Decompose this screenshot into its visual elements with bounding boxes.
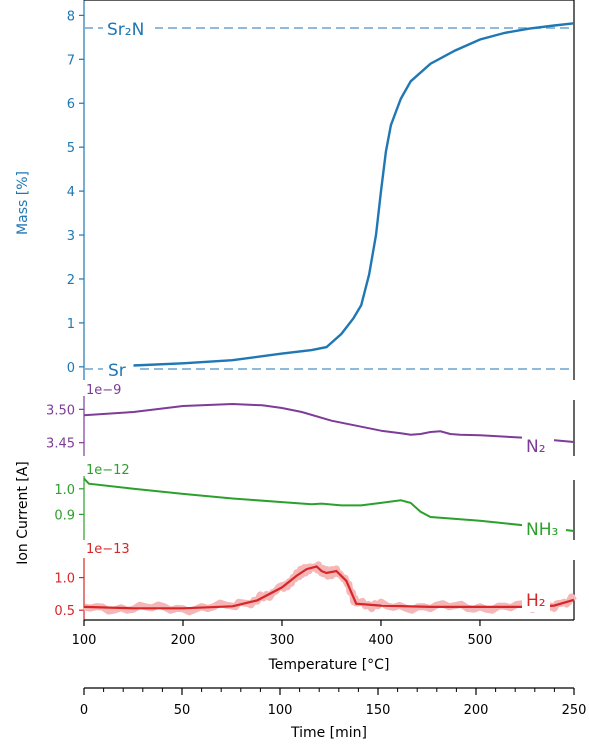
ion-ticks: 3.45 3.50 0.9 1.0 0.5 1.0 [46, 403, 84, 619]
ref-label-sr: Sr [108, 361, 126, 381]
nh3-label-bg [522, 518, 566, 542]
n2-y-tick-label: 3.50 [46, 403, 75, 418]
nh3-y-tick-label: 0.9 [54, 508, 75, 523]
temperature-tick-label: 400 [369, 633, 394, 648]
mass-y-tick-label: 1 [67, 317, 75, 332]
nh3-series-label: NH₃ [526, 520, 558, 540]
time-tick-label: 50 [174, 703, 191, 718]
h2-series-label: H₂ [526, 591, 546, 611]
n2-exponent: 1e−9 [86, 383, 121, 398]
ref-label-sr2n: Sr₂N [107, 20, 144, 40]
ref-label-bg-bottom [103, 358, 135, 382]
time-tick-label: 200 [464, 703, 489, 718]
mass-series-line [133, 22, 575, 367]
time-tick-label: 0 [80, 703, 88, 718]
mass-ticks: 0 1 2 3 4 5 6 7 8 [67, 9, 84, 376]
n2-series-label: N₂ [526, 437, 546, 457]
temperature-ticks: 100 200 300 400 500 [72, 620, 493, 648]
temperature-x-label: Temperature [°C] [268, 657, 390, 673]
mass-y-tick-label: 0 [67, 361, 75, 376]
mass-y-tick-label: 3 [67, 229, 75, 244]
mass-y-tick-label: 8 [67, 9, 75, 24]
h2-y-tick-label: 0.5 [54, 604, 75, 619]
nh3-exponent: 1e−12 [86, 463, 130, 478]
h2-series-line [83, 565, 575, 610]
h2-y-tick-label: 1.0 [54, 572, 75, 587]
nh3-y-tick-label: 1.0 [54, 483, 75, 498]
time-ticks: 0 50 100 150 200 250 [80, 688, 587, 718]
mass-y-tick-label: 5 [67, 141, 75, 156]
ion-y-label: Ion Current [A] [15, 461, 31, 565]
mass-y-tick-label: 2 [67, 273, 75, 288]
time-tick-label: 250 [562, 703, 587, 718]
ref-label-bg-top [103, 16, 155, 40]
time-tick-label: 150 [366, 703, 391, 718]
mass-y-tick-label: 4 [67, 185, 75, 200]
temperature-tick-label: 200 [171, 633, 196, 648]
mass-y-tick-label: 7 [67, 53, 75, 68]
temperature-tick-label: 500 [468, 633, 493, 648]
n2-y-tick-label: 3.45 [46, 437, 75, 452]
h2-exponent: 1e−13 [86, 542, 130, 557]
time-tick-label: 100 [268, 703, 293, 718]
temperature-tick-label: 100 [72, 633, 97, 648]
mass-y-label: Mass [%] [15, 171, 31, 235]
mass-y-tick-label: 6 [67, 97, 75, 112]
nh3-series-line [83, 477, 575, 532]
time-x-label: Time [min] [290, 725, 367, 741]
h2-label-bg [522, 588, 550, 612]
n2-label-bg [522, 434, 554, 458]
n2-series-line [83, 402, 575, 443]
temperature-tick-label: 300 [270, 633, 295, 648]
